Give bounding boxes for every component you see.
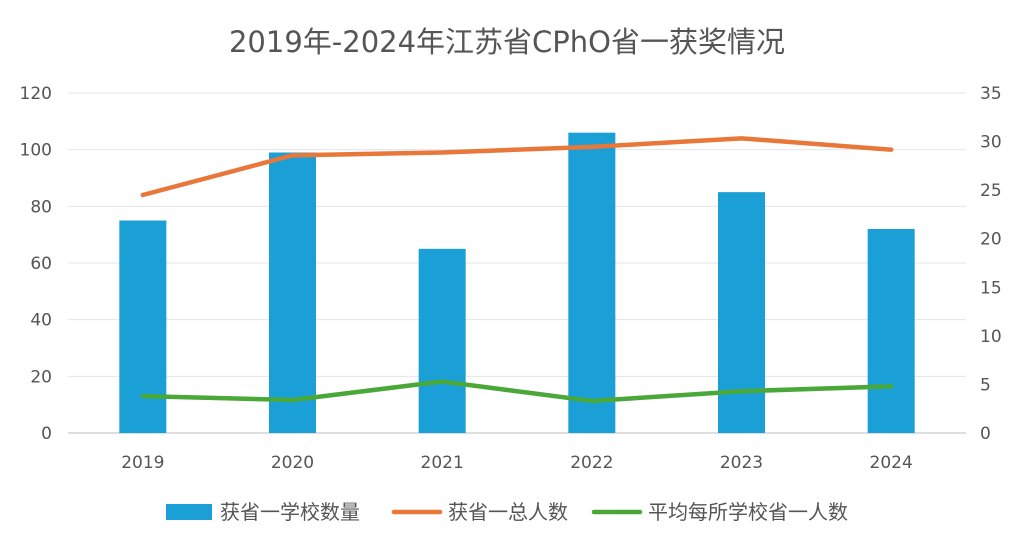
left-y-tick-label: 120 bbox=[20, 84, 52, 104]
bar bbox=[867, 229, 915, 433]
x-tick-label: 2019 bbox=[121, 453, 164, 473]
x-tick-label: 2021 bbox=[421, 453, 464, 473]
right-y-tick-label: 15 bbox=[980, 278, 1002, 298]
x-axis: 2019 2020 2021 2022 2023 2024 bbox=[121, 453, 913, 473]
bar bbox=[718, 192, 765, 433]
legend-label: 获省一学校数量 bbox=[220, 500, 360, 524]
right-y-tick-label: 20 bbox=[980, 230, 1002, 250]
right-y-tick-label: 30 bbox=[980, 133, 1002, 153]
bar bbox=[269, 152, 316, 433]
legend-label: 获省一总人数 bbox=[448, 500, 568, 524]
line-series bbox=[140, 136, 894, 404]
left-y-tick-label: 60 bbox=[30, 254, 52, 274]
right-y-tick-label: 5 bbox=[980, 375, 991, 395]
series-line bbox=[140, 379, 894, 404]
left-y-tick-label: 80 bbox=[30, 197, 52, 217]
x-tick-label: 2023 bbox=[720, 453, 763, 473]
series-line bbox=[140, 136, 894, 198]
legend-swatch-bar bbox=[166, 504, 212, 520]
right-y-tick-label: 10 bbox=[980, 327, 1002, 347]
left-y-axis: 0 20 40 60 80 100 120 bbox=[20, 84, 52, 444]
right-y-tick-label: 0 bbox=[980, 424, 991, 444]
bar bbox=[418, 248, 466, 433]
chart-title: 2019年-2024年江苏省CPhO省一获奖情况 bbox=[229, 25, 785, 59]
left-y-tick-label: 40 bbox=[30, 311, 52, 331]
bar bbox=[119, 220, 167, 433]
x-tick-label: 2024 bbox=[870, 453, 913, 473]
legend-label: 平均每所学校省一人数 bbox=[648, 500, 848, 524]
x-tick-label: 2020 bbox=[271, 453, 314, 473]
x-tick-label: 2022 bbox=[570, 453, 613, 473]
left-y-tick-label: 100 bbox=[20, 141, 52, 161]
left-y-tick-label: 0 bbox=[41, 424, 52, 444]
right-y-tick-label: 25 bbox=[980, 181, 1002, 201]
bar bbox=[568, 132, 616, 433]
right-y-tick-label: 35 bbox=[980, 84, 1002, 104]
right-y-axis: 0 5 10 15 20 25 30 35 bbox=[980, 84, 1002, 444]
left-y-tick-label: 20 bbox=[30, 367, 52, 387]
legend: 获省一学校数量 获省一总人数 平均每所学校省一人数 bbox=[166, 500, 848, 524]
